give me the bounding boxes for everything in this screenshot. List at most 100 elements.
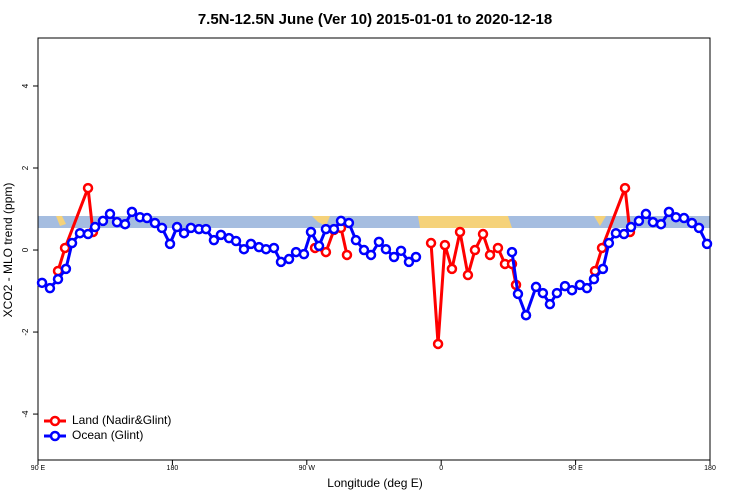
data-point (373, 236, 385, 248)
data-point (36, 277, 48, 289)
x-tick-label: 180 (167, 465, 179, 472)
x-tick-label: 0 (439, 465, 443, 472)
data-point (410, 251, 422, 263)
data-point (320, 223, 332, 235)
series-line (56, 187, 95, 272)
y-tick-label: 0 (21, 247, 30, 252)
data-point (663, 206, 675, 218)
data-point (686, 217, 698, 229)
data-point (298, 248, 310, 260)
plot-frame (37, 37, 711, 461)
data-point (640, 208, 652, 220)
data-point (625, 221, 637, 233)
data-point (230, 235, 242, 247)
data-point (268, 242, 280, 254)
data-point (185, 222, 197, 234)
data-point (358, 244, 370, 256)
data-point (305, 226, 317, 238)
data-point (215, 229, 227, 241)
data-point (588, 273, 600, 285)
data-point (164, 238, 176, 250)
data-point (670, 211, 682, 223)
data-point (178, 227, 190, 239)
data-point (403, 256, 415, 268)
data-point (97, 215, 109, 227)
data-point (380, 243, 392, 255)
data-point (566, 284, 578, 296)
chart-title: 7.5N-12.5N June (Ver 10) 2015-01-01 to 2… (198, 11, 552, 28)
data-point (104, 208, 116, 220)
x-tick-label: 90 W (299, 465, 316, 472)
data-point (82, 228, 94, 240)
data-point (544, 298, 556, 310)
data-point (313, 240, 325, 252)
data-point (678, 212, 690, 224)
data-point (44, 282, 56, 294)
data-point (52, 273, 64, 285)
data-point (618, 228, 630, 240)
series-line (593, 187, 632, 272)
data-point (245, 238, 257, 250)
data-point (111, 216, 123, 228)
data-point (238, 243, 250, 255)
data-point (260, 243, 272, 255)
data-point (343, 217, 355, 229)
data-point (200, 223, 212, 235)
y-axis-label: XCO2 - MLO trend (ppm) (1, 183, 15, 318)
data-point (208, 234, 220, 246)
data-point (395, 245, 407, 257)
data-point (126, 206, 138, 218)
data-point (484, 249, 496, 261)
x-tick-label: 90 E (568, 465, 583, 472)
data-point (328, 223, 340, 235)
land-patch (418, 216, 512, 228)
data-point (633, 215, 645, 227)
legend: Land (Nadir&Glint)Ocean (Glint) (44, 413, 171, 442)
data-point (156, 222, 168, 234)
data-point (610, 227, 622, 239)
data-point (551, 287, 563, 299)
data-point (439, 239, 451, 251)
x-tick-label: 90 E (31, 465, 46, 472)
data-point (149, 217, 161, 229)
data-point (647, 216, 659, 228)
y-tick-label: 2 (21, 165, 30, 170)
legend-label: Land (Nadir&Glint) (72, 413, 171, 427)
data-point (469, 244, 481, 256)
y-tick-label: -2 (21, 328, 30, 336)
data-point (320, 246, 332, 258)
data-point (462, 269, 474, 281)
data-point (581, 282, 593, 294)
legend-label: Ocean (Glint) (72, 428, 143, 442)
data-point (350, 234, 362, 246)
data-point (141, 212, 153, 224)
data-point (603, 237, 615, 249)
x-tick-label: 180 (704, 465, 716, 472)
data-point (693, 222, 705, 234)
data-point (454, 226, 466, 238)
data-point (506, 246, 518, 258)
y-tick-label: -4 (21, 410, 30, 418)
data-point (388, 251, 400, 263)
land-patch (56, 216, 66, 226)
data-point (619, 182, 631, 194)
data-point (59, 242, 71, 254)
data-point (596, 242, 608, 254)
data-point (655, 218, 667, 230)
data-point (492, 242, 504, 254)
data-point (283, 253, 295, 265)
data-point (341, 249, 353, 261)
data-point (512, 288, 524, 300)
data-point (530, 281, 542, 293)
data-point (701, 238, 713, 250)
y-tick-label: 4 (21, 83, 30, 88)
data-point (365, 249, 377, 261)
data-point (432, 338, 444, 350)
data-point (171, 221, 183, 233)
data-point (66, 237, 78, 249)
legend-marker (49, 415, 61, 427)
data-point (82, 182, 94, 194)
x-axis-label: Longitude (deg E) (327, 476, 422, 490)
